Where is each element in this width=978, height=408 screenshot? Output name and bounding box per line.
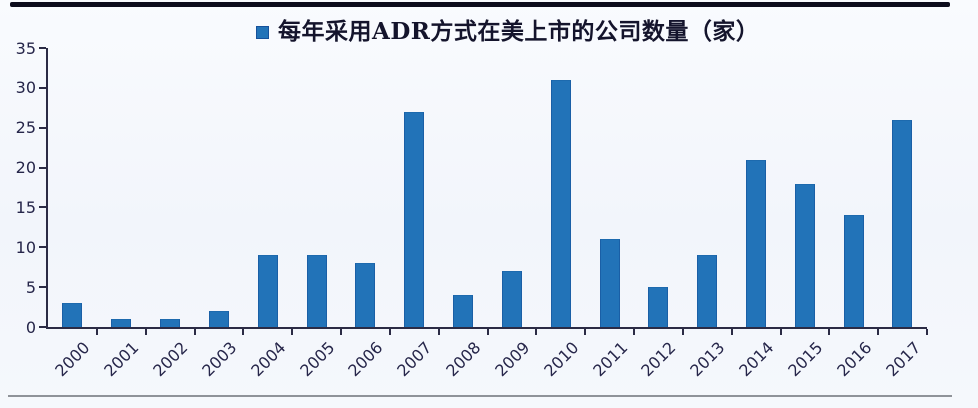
bar-2013 [697, 255, 718, 327]
bar-2005 [306, 255, 327, 327]
bar-2016 [843, 215, 864, 327]
bar-slot [780, 48, 829, 327]
bar-slot [48, 48, 97, 327]
y-axis-label: 15 [15, 197, 36, 217]
x-axis-label: 2011 [588, 338, 632, 381]
x-axis-tick [486, 329, 489, 335]
bar-2010 [550, 79, 571, 327]
x-axis-tick [779, 329, 782, 335]
y-axis-label: 35 [15, 38, 36, 58]
bar-2011 [599, 239, 620, 327]
x-axis-label: 2000 [51, 338, 94, 381]
bar-slot [341, 48, 390, 327]
legend: 每年采用ADR方式在美上市的公司数量（家） [256, 17, 759, 47]
y-axis-tick [39, 126, 46, 129]
x-axis-tick [242, 329, 245, 335]
x-axis-tick [535, 329, 538, 335]
x-axis-tick [144, 329, 147, 335]
bar-2008 [453, 295, 474, 327]
x-axis-tick [877, 329, 880, 335]
bar-slot [390, 48, 439, 327]
x-axis-tick [584, 329, 587, 335]
x-axis-label: 2001 [100, 338, 143, 381]
bar-slot [536, 48, 585, 327]
x-axis-label: 2010 [540, 338, 583, 381]
x-axis-tick [730, 329, 733, 335]
x-axis-tick [681, 329, 684, 335]
x-axis-label: 2005 [295, 338, 339, 381]
x-axis-label: 2006 [344, 338, 387, 381]
bar-2015 [794, 183, 815, 327]
y-axis-tick [39, 286, 46, 289]
x-axis-tick [291, 329, 294, 335]
bar-slot [97, 48, 146, 327]
y-axis-label: 30 [15, 78, 36, 98]
bar-slot [878, 48, 927, 327]
y-axis-tick [39, 326, 46, 328]
x-axis-tick [193, 329, 196, 335]
y-axis-label: 10 [15, 237, 36, 257]
x-axis-label: 2016 [833, 338, 876, 381]
bar-slot [829, 48, 878, 327]
y-axis-tick [39, 206, 46, 209]
y-axis-tick [39, 86, 46, 89]
bar-slot [146, 48, 195, 327]
x-axis-tick [95, 329, 98, 335]
bar-2000 [62, 303, 83, 327]
bar-2002 [160, 319, 181, 327]
legend-label: 每年采用ADR方式在美上市的公司数量（家） [278, 18, 760, 45]
x-axis-label: 2002 [149, 338, 192, 381]
bar-2009 [501, 271, 522, 327]
x-axis-label: 2017 [881, 338, 925, 381]
bar-2012 [648, 287, 669, 327]
bar-slot [585, 48, 634, 327]
x-axis-tick [926, 329, 928, 335]
bar-slot [194, 48, 243, 327]
x-axis-label: 2015 [784, 338, 827, 381]
bar-2007 [404, 111, 425, 327]
y-axis-label: 5 [25, 277, 36, 297]
x-axis-label: 2008 [442, 338, 485, 381]
y-axis-label: 25 [15, 118, 36, 138]
x-axis-tick [340, 329, 342, 335]
bars-container [48, 48, 927, 327]
x-axis-tick [437, 329, 440, 335]
x-axis-label: 2013 [686, 338, 729, 381]
top-border-line [10, 2, 950, 7]
bar-slot [292, 48, 341, 327]
bar-slot [732, 48, 781, 327]
y-axis-tick [39, 47, 46, 49]
y-axis-tick [39, 166, 46, 169]
bar-2004 [257, 255, 278, 327]
bar-2001 [111, 319, 132, 327]
bar-2003 [208, 311, 229, 327]
bottom-border-line [8, 395, 952, 397]
bar-slot [487, 48, 536, 327]
x-axis-tick [633, 329, 635, 335]
x-axis-label: 2014 [735, 338, 778, 381]
bar-slot [683, 48, 732, 327]
x-axis-label: 2007 [393, 338, 436, 381]
y-axis-tick [39, 246, 46, 249]
x-axis-label: 2004 [247, 338, 290, 381]
y-axis-label: 0 [25, 317, 36, 337]
x-axis-tick [388, 329, 391, 335]
x-axis-tick [828, 329, 831, 335]
legend-marker-square [256, 26, 269, 39]
x-axis-label: 2009 [491, 338, 534, 381]
x-axis-label: 2003 [198, 338, 241, 381]
bar-2014 [746, 159, 766, 327]
bar-2017 [892, 119, 913, 327]
plot-area [46, 48, 927, 329]
bar-slot [243, 48, 292, 327]
bar-slot [634, 48, 683, 327]
x-axis-label: 2012 [637, 338, 680, 381]
bar-2006 [355, 263, 376, 327]
bar-slot [439, 48, 488, 327]
y-axis-label: 20 [15, 158, 36, 178]
